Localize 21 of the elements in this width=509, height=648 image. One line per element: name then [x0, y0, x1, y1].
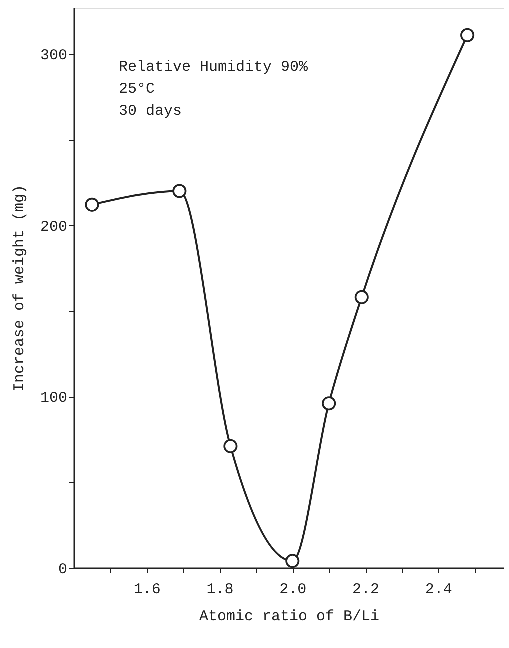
y-tick-label: 0 — [58, 562, 68, 578]
x-tick-label: 2.4 — [425, 582, 452, 598]
y-tick-label: 300 — [40, 48, 68, 65]
annotation: 30 days — [119, 103, 182, 120]
point — [286, 554, 300, 568]
point — [224, 439, 238, 454]
point — [322, 396, 336, 411]
x-tick-label: 2.2 — [352, 582, 380, 598]
y-tick-label: 100 — [40, 390, 68, 408]
point — [460, 28, 475, 42]
y-axis-title: Increase of weight (mg) — [11, 184, 28, 392]
x-tick-label: 1.8 — [206, 582, 234, 598]
annotation: 25°C — [119, 81, 156, 98]
x-axis-title: Atomic ratio of B/Li — [199, 608, 380, 626]
annotation: Relative Humidity 90% — [119, 59, 310, 76]
point — [354, 290, 369, 304]
x-tick-label: 2.0 — [280, 582, 307, 598]
y-tick-label: 200 — [40, 218, 68, 236]
point — [85, 198, 100, 212]
x-tick-label: 1.6 — [134, 582, 161, 598]
point — [172, 184, 187, 198]
